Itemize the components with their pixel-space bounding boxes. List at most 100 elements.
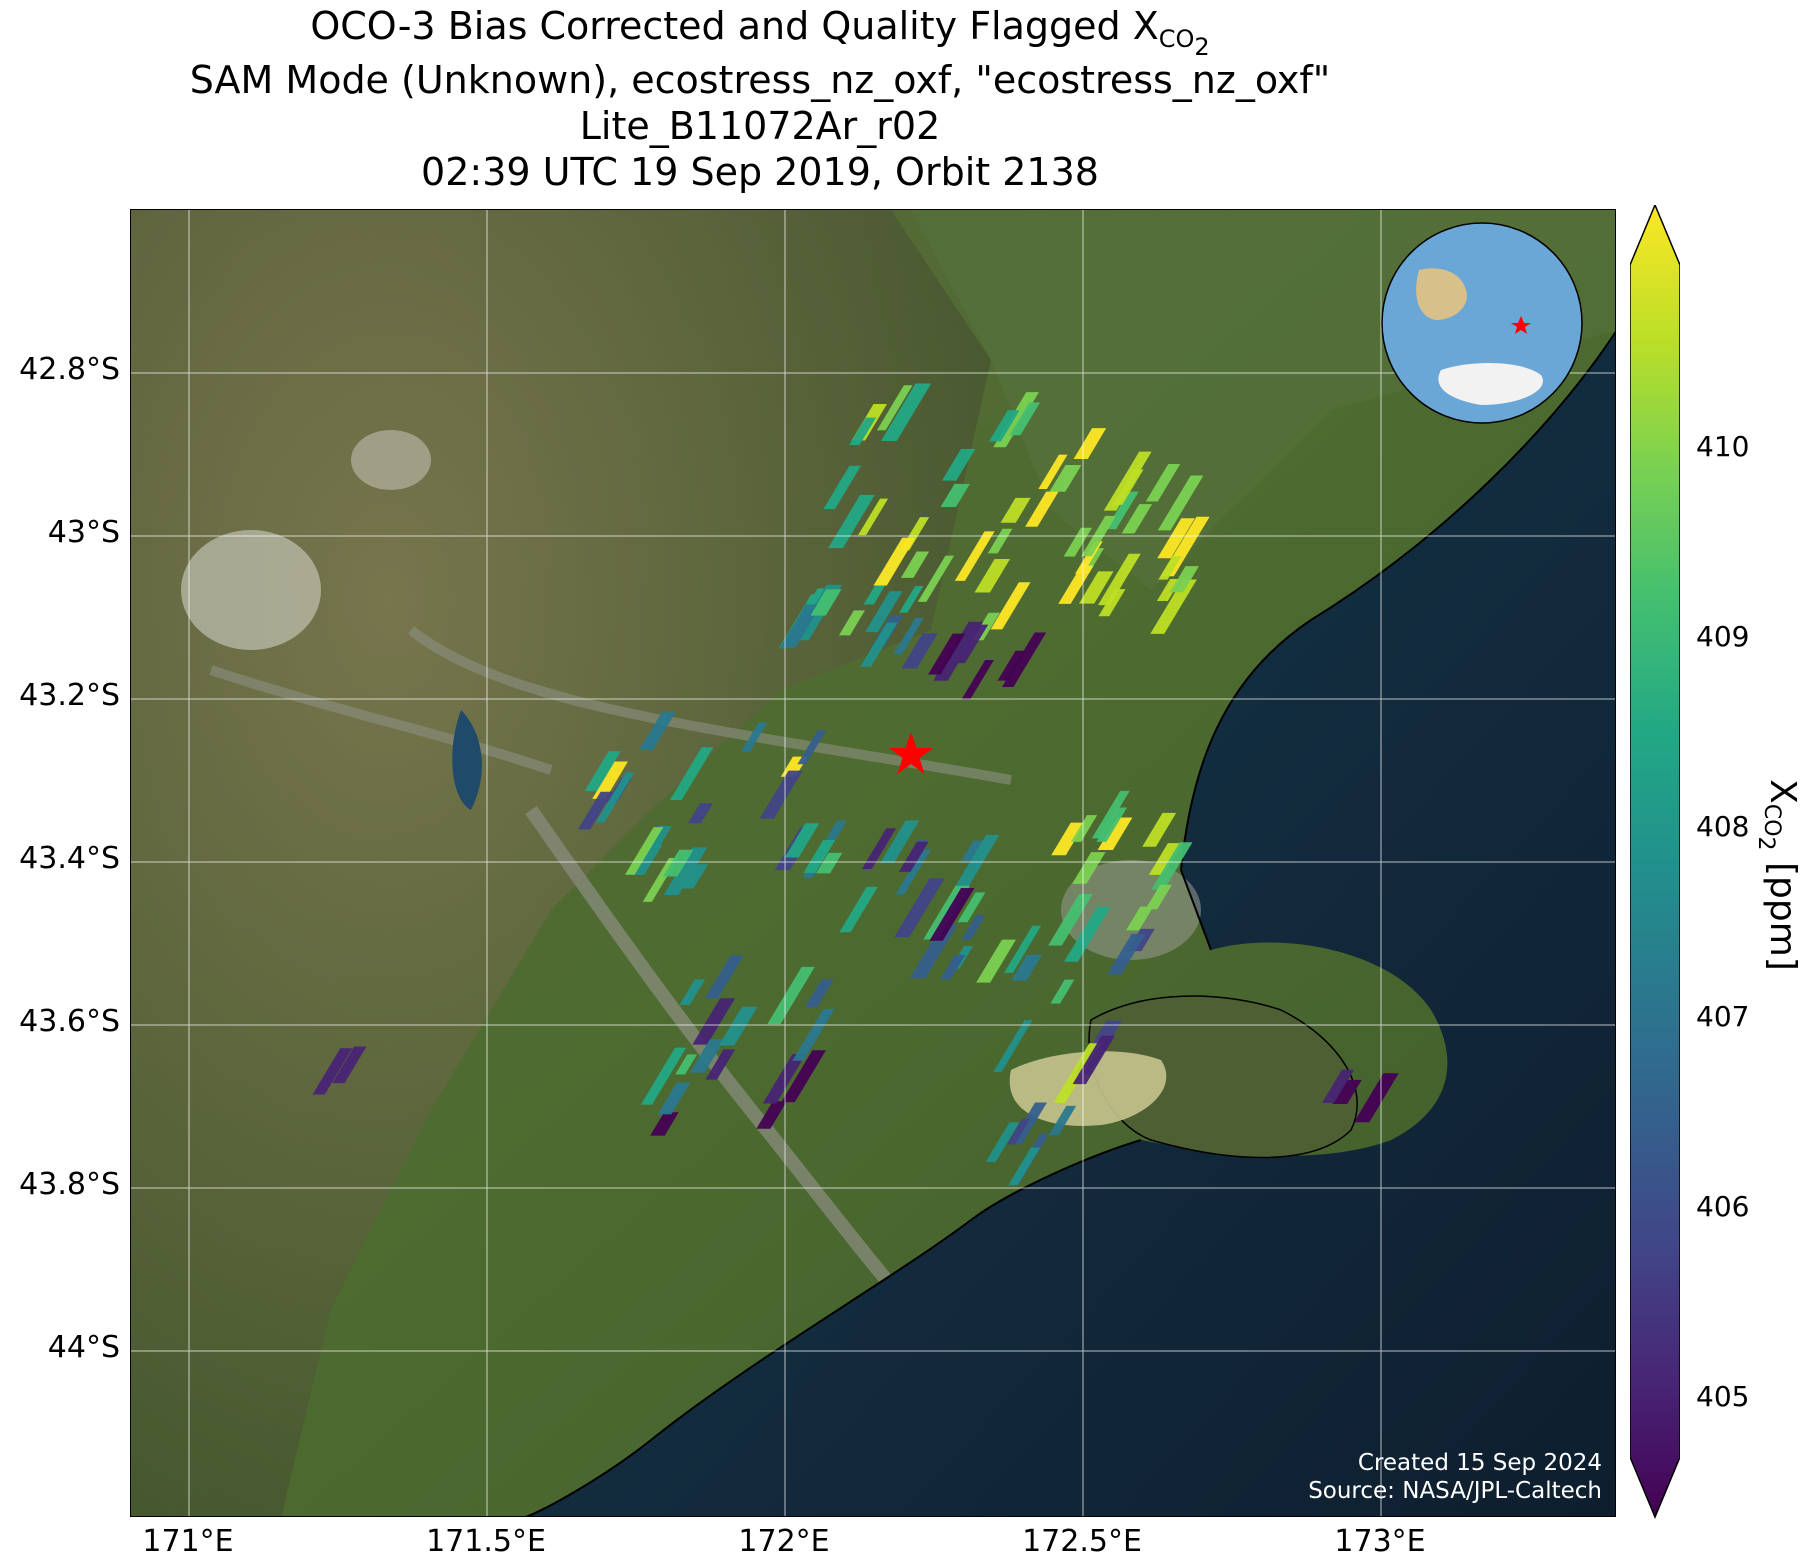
lat-label: 43.4°S: [19, 841, 120, 876]
snow-patch: [351, 430, 431, 490]
xco2-sounding: [624, 827, 664, 875]
map-title-line2: SAM Mode (Unknown), ecostress_nz_oxf, "e…: [189, 58, 1331, 102]
xco2-sounding: [803, 839, 836, 873]
xco2-sounding: [1354, 1073, 1399, 1123]
river: [407, 626, 1012, 785]
globe-australia: [1416, 268, 1467, 320]
xco2-sounding: [1097, 553, 1141, 606]
xco2-sounding: [767, 966, 815, 1025]
xco2-sounding: [823, 465, 861, 510]
target-site-star-icon[interactable]: [889, 732, 933, 774]
colorbar-gradient: [1630, 205, 1680, 1519]
xco2-sounding: [861, 828, 897, 870]
map-title-line1: OCO-3 Bias Corrected and Quality Flagged…: [310, 4, 1210, 61]
xco2-sounding: [792, 1008, 835, 1061]
xco2-sounding: [1158, 556, 1182, 580]
xco2-sounding: [1145, 884, 1172, 910]
map-panel[interactable]: [130, 209, 1616, 1517]
xco2-sounding: [839, 886, 878, 933]
xco2-sounding: [961, 660, 994, 700]
colorbar-label: XCO2 [ppm]: [1753, 779, 1803, 971]
xco2-sounding: [1121, 504, 1153, 534]
xco2-sounding: [1145, 463, 1181, 502]
xco2-sounding: [1038, 454, 1068, 489]
colorbar-tick: 405: [1696, 1380, 1750, 1413]
colorbar-tick: 409: [1696, 620, 1750, 653]
xco2-sounding: [961, 915, 986, 940]
xco2-sounding: [639, 711, 676, 751]
xco2-sounding: [898, 841, 929, 872]
xco2-sounding: [1048, 893, 1093, 946]
xco2-sounding: [1004, 925, 1042, 973]
xco2-sounding: [954, 531, 995, 581]
map-title-line3: Lite_B11072Ar_r02: [579, 104, 941, 148]
gridlines: [131, 210, 1615, 1516]
xco2-sounding: [929, 888, 975, 941]
xco2-sounding: [657, 1082, 691, 1115]
colorbar-tick: 406: [1696, 1190, 1750, 1223]
xco2-sounding: [987, 528, 1013, 554]
banks-peninsula: [1088, 995, 1358, 1159]
xco2-sounding: [858, 498, 889, 536]
xco2-sounding: [592, 761, 628, 799]
xco2-sounding: [1125, 906, 1154, 931]
xco2-sounding: [679, 979, 706, 1005]
source-text: Source: NASA/JPL-Caltech: [1308, 1478, 1602, 1504]
xco2-sounding: [1063, 527, 1093, 557]
xco2-sounding: [805, 979, 834, 1007]
xco2-sounding: [909, 924, 958, 979]
xco2-sounding: [1157, 518, 1195, 559]
ocean: [528, 332, 1615, 1516]
xco2-sounding: [1142, 812, 1177, 847]
xco2-sounding: [976, 939, 1016, 983]
xco2-sounding: [1112, 469, 1144, 505]
river: [525, 805, 936, 1335]
xco2-sounding: [960, 840, 984, 862]
xco2-sounding: [781, 1050, 826, 1103]
xco2-sounding: [704, 955, 744, 999]
globe-marker-star-icon: [1511, 316, 1531, 334]
lat-label: 43°S: [47, 515, 120, 550]
xco2-sounding: [893, 617, 925, 655]
xco2-sounding: [1050, 979, 1075, 1004]
xco2-sounding: [1107, 933, 1146, 975]
xco2-sounding: [816, 852, 843, 874]
xco2-sounding: [687, 803, 713, 824]
xco2-sounding: [1151, 842, 1193, 890]
xco2-sounding: [595, 772, 635, 823]
xco2-sounding: [312, 1048, 353, 1095]
xco2-sounding: [640, 1047, 687, 1105]
xco2-sounding: [681, 864, 709, 889]
lon-label: 171.5°E: [426, 1524, 546, 1559]
xco2-sounding: [1073, 428, 1107, 460]
xco2-sounding: [838, 610, 865, 636]
xco2-sounding: [1169, 566, 1199, 593]
xco2-sounding: [797, 730, 827, 765]
lat-label: 43.8°S: [19, 1167, 120, 1202]
xco2-sounding: [1058, 565, 1094, 604]
xco2-sounding: [957, 892, 986, 923]
snow-patch: [181, 530, 321, 650]
xco2-sounding: [1049, 464, 1082, 492]
xco2-sounding: [1051, 822, 1086, 856]
xco2-sounding: [1001, 632, 1047, 687]
xco2-sounding: [650, 1112, 679, 1136]
satellite-map[interactable]: [131, 210, 1616, 1517]
xco2-sounding: [849, 417, 877, 446]
xco2-sounding: [1078, 571, 1114, 604]
xco2-sounding: [860, 622, 898, 667]
xco2-sounding: [974, 559, 1011, 593]
xco2-sounding: [584, 751, 621, 792]
lon-label: 172.5°E: [1022, 1524, 1142, 1559]
xco2-sounding: [740, 722, 768, 753]
xco2-sounding: [1322, 1069, 1355, 1103]
xco2-sounding: [876, 385, 913, 431]
xco2-sounding: [1150, 579, 1197, 634]
xco2-sounding: [718, 1006, 758, 1046]
colorbar-tick: 408: [1696, 810, 1750, 843]
lake-coleridge: [452, 710, 482, 810]
xco2-sounding: [1070, 815, 1098, 842]
colorbar-tick: 407: [1696, 1000, 1750, 1033]
lon-label: 172°E: [738, 1524, 830, 1559]
lat-label: 42.8°S: [19, 352, 120, 387]
